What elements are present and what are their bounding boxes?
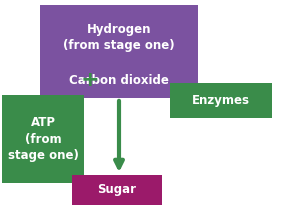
FancyBboxPatch shape	[170, 83, 272, 118]
FancyBboxPatch shape	[72, 175, 162, 205]
FancyBboxPatch shape	[40, 5, 198, 70]
Text: Carbon dioxide: Carbon dioxide	[69, 74, 169, 87]
Text: Sugar: Sugar	[98, 184, 136, 197]
FancyBboxPatch shape	[40, 63, 198, 98]
Text: +: +	[81, 70, 99, 90]
Text: ATP
(from
stage one): ATP (from stage one)	[8, 117, 78, 161]
Text: Hydrogen
(from stage one): Hydrogen (from stage one)	[63, 23, 175, 52]
Text: Enzymes: Enzymes	[192, 94, 250, 107]
FancyBboxPatch shape	[2, 95, 84, 183]
